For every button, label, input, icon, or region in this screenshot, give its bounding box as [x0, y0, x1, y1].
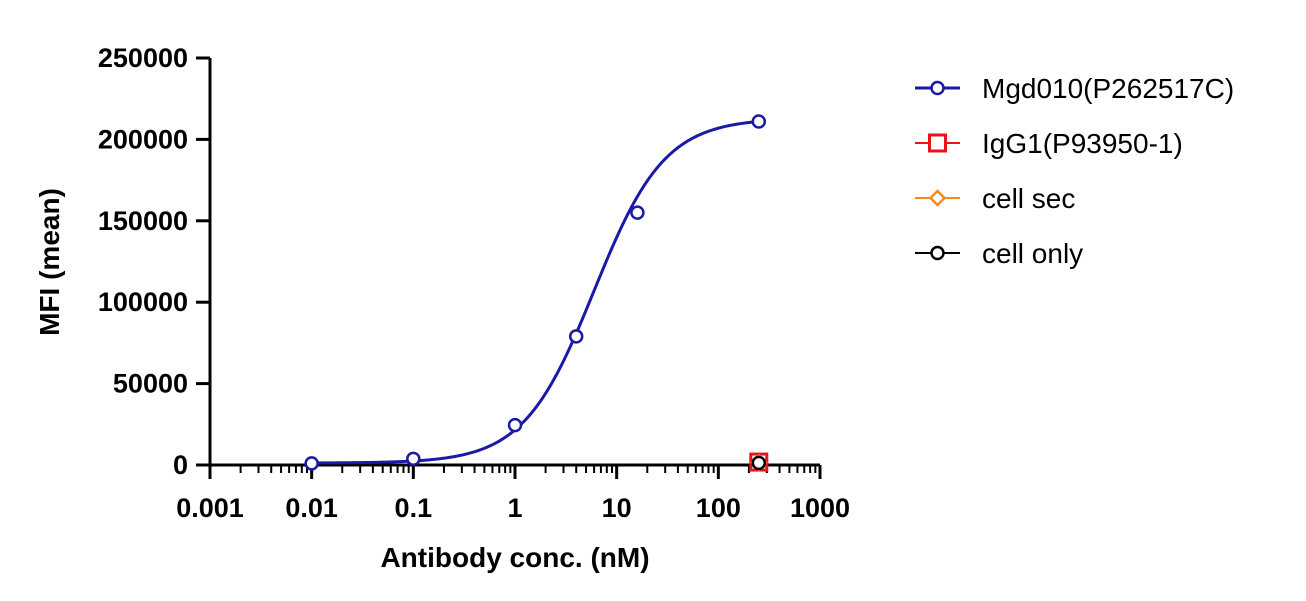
x-tick-label: 0.001 — [176, 493, 244, 523]
x-tick-label: 1 — [507, 493, 522, 523]
y-tick-label: 50000 — [113, 369, 188, 399]
legend-label: cell sec — [982, 183, 1075, 214]
legend-label: Mgd010(P262517C) — [982, 73, 1234, 104]
data-point — [568, 329, 584, 344]
y-tick-label: 0 — [173, 450, 188, 480]
data-point — [751, 114, 767, 129]
legend-label: cell only — [982, 238, 1083, 269]
plot-area — [304, 114, 769, 472]
legend-marker — [930, 245, 945, 261]
legend: Mgd010(P262517C) IgG1(P93950-1) cell sec ce… — [915, 73, 1234, 269]
y-tick-label: 250000 — [98, 43, 188, 73]
y-axis-title: MFI (mean) — [34, 188, 65, 336]
x-tick-label: 100 — [696, 493, 741, 523]
x-tick-label: 0.01 — [285, 493, 338, 523]
x-tick-label: 0.1 — [395, 493, 433, 523]
y-tick-label: 150000 — [98, 206, 188, 236]
y-tick-label: 200000 — [98, 124, 188, 154]
data-point — [507, 417, 523, 433]
legend-marker — [928, 189, 947, 207]
legend-marker — [928, 133, 947, 153]
x-tick-label: 10 — [602, 493, 632, 523]
fit-curve-mgd010 — [311, 119, 759, 465]
x-axis-title: Antibody conc. (nM) — [380, 542, 649, 573]
data-point — [751, 455, 767, 471]
x-tick-label: 1000 — [790, 493, 850, 523]
legend-label: IgG1(P93950-1) — [982, 128, 1183, 159]
legend-marker — [930, 80, 945, 96]
y-tick-label: 100000 — [98, 287, 188, 317]
axes: 0 50000 100000 150000 200000 250000 0.001 0.01 0… — [98, 43, 850, 523]
data-point — [406, 451, 421, 467]
data-point — [630, 205, 645, 220]
data-point — [304, 456, 319, 471]
